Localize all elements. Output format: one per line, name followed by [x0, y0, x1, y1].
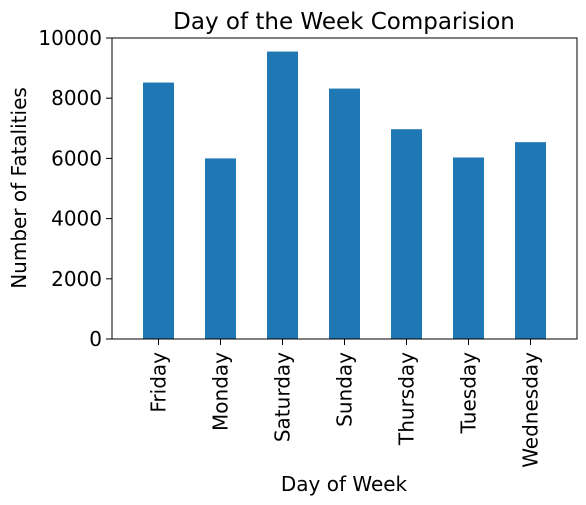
y-tick-label-4000: 4000: [51, 207, 102, 231]
bar-friday: [143, 83, 174, 339]
x-tick-label-saturday: Saturday: [271, 352, 295, 442]
x-axis-ticks: Friday Monday Saturday Sunday Thursday Tuesda…: [147, 339, 543, 468]
x-tick-label-wednesday: Wednesday: [519, 352, 543, 468]
chart-title: Day of the Week Comparision: [173, 9, 515, 35]
bar-wednesday: [515, 142, 546, 339]
y-tick-label-6000: 6000: [51, 146, 102, 170]
bar-tuesday: [453, 158, 484, 340]
x-tick-label-tuesday: Tuesday: [457, 352, 481, 435]
x-tick-label-thursday: Thursday: [395, 352, 419, 446]
y-tick-label-2000: 2000: [51, 267, 102, 291]
bar-saturday: [267, 52, 298, 339]
x-tick-label-monday: Monday: [209, 352, 233, 431]
x-tick-label-friday: Friday: [147, 352, 171, 413]
y-tick-label-0: 0: [89, 327, 102, 351]
bar-sunday: [329, 89, 360, 339]
x-axis-label: Day of Week: [281, 472, 408, 496]
y-axis-ticks: 0 2000 4000 6000 8000 10000: [38, 26, 112, 351]
y-axis-label: Number of Fatalities: [7, 87, 31, 289]
x-tick-label-sunday: Sunday: [333, 352, 357, 427]
y-tick-label-10000: 10000: [38, 26, 102, 50]
bar-monday: [205, 158, 236, 339]
bar-thursday: [391, 129, 422, 339]
y-tick-label-8000: 8000: [51, 86, 102, 110]
bars-group: [143, 52, 546, 339]
